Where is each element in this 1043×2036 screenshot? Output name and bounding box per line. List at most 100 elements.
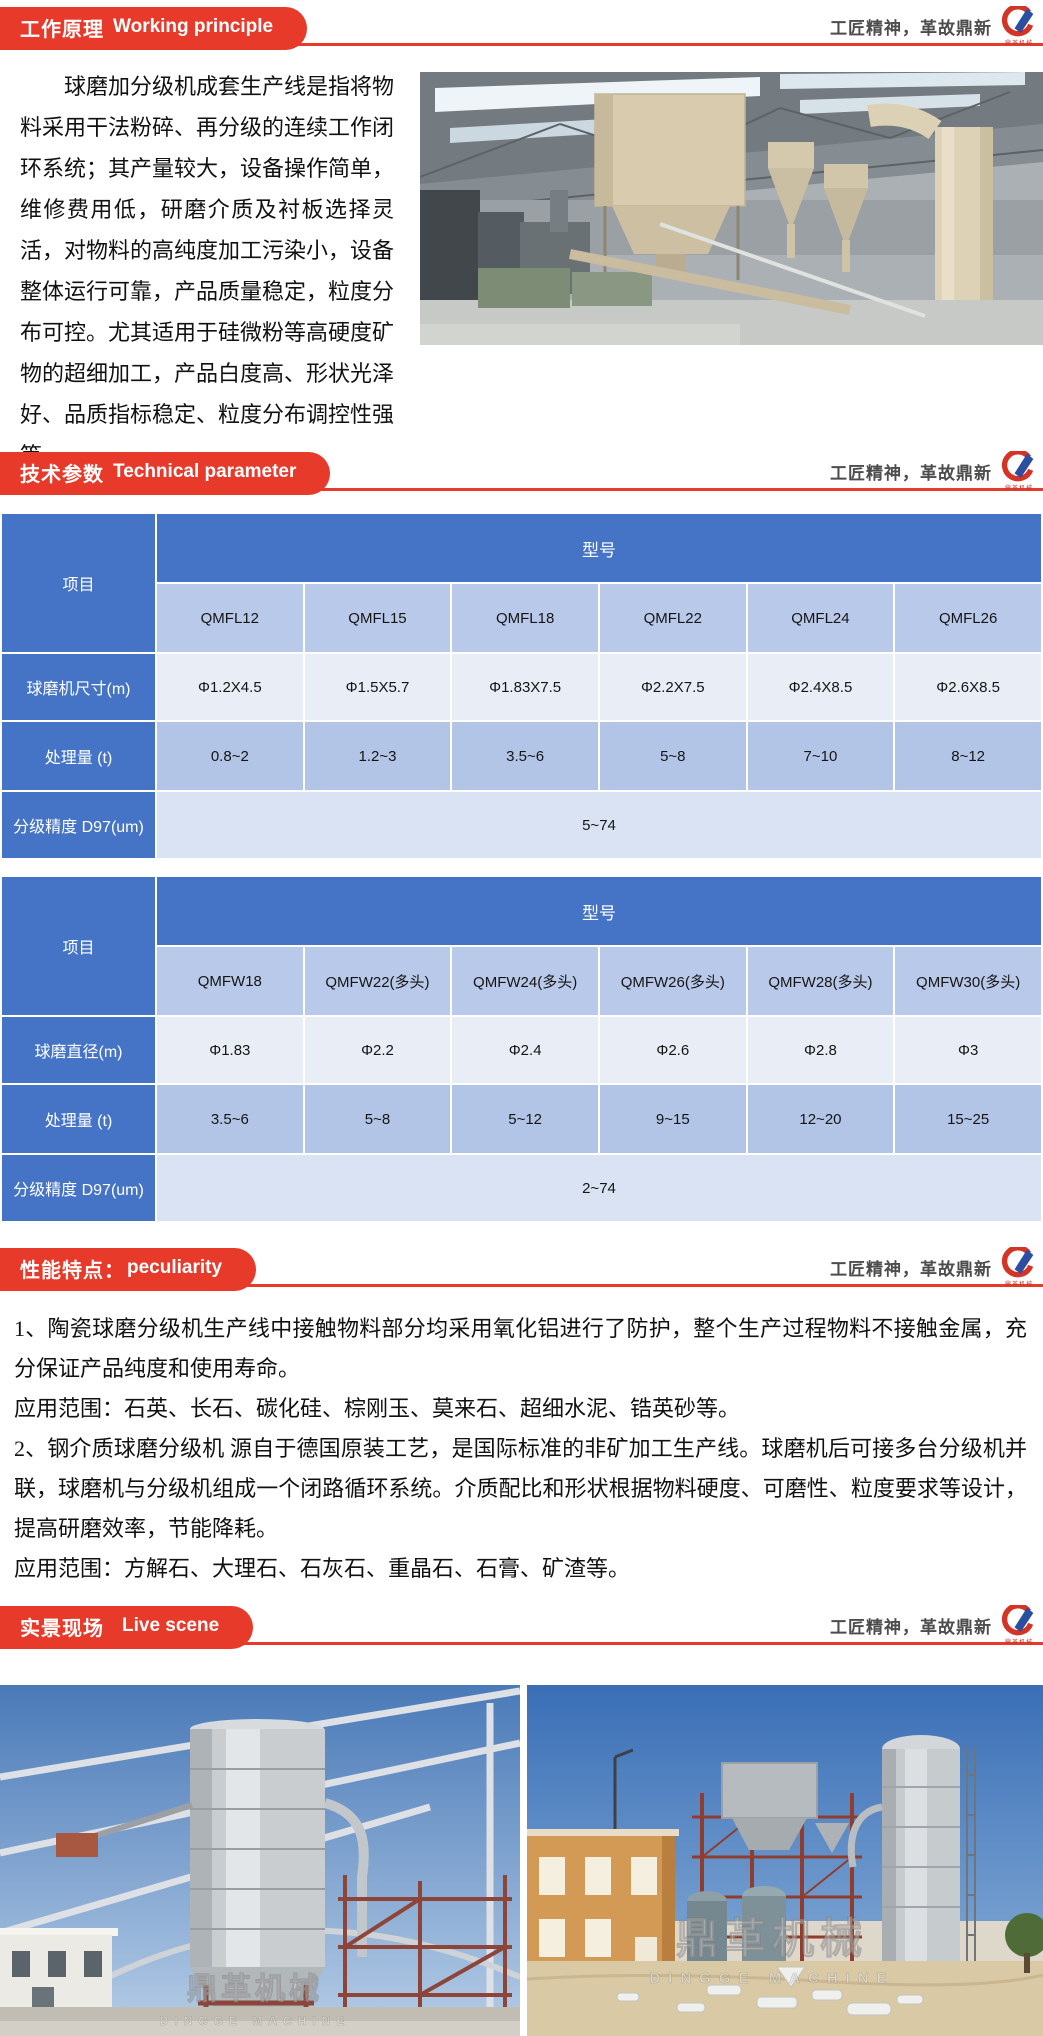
site-photo-plant: 鼎革机械 DINGGE MACHINE <box>527 1685 1043 2036</box>
table-cell: Φ2.6X8.5 <box>893 652 1043 722</box>
brand-slogan: 工匠精神，革故鼎新 <box>830 18 992 38</box>
header-underline <box>0 1284 1043 1287</box>
watermark-en: DINGGE MACHINE <box>160 2014 351 2028</box>
photo-watermark: 鼎革机械 DINGGE MACHINE <box>649 1915 894 1988</box>
table-cell: 1.2~3 <box>302 720 453 792</box>
model-name: QMFW26(多头) <box>597 945 748 1017</box>
table-cell: 7~10 <box>745 720 896 792</box>
section-title-en: peculiarity <box>127 1257 223 1278</box>
table-model-group-label: 型号 <box>155 875 1043 947</box>
working-principle-section: 球磨加分级机成套生产线是指将物料采用干法粉碎、再分级的连续工作闭环系统；其产量较… <box>0 50 1043 468</box>
table-row: 球磨机尺寸(m) Φ1.2X4.5 Φ1.5X5.7 Φ1.83X7.5 Φ2.… <box>0 652 1043 722</box>
table-row: 分级精度 D97(um) 2~74 <box>0 1153 1043 1223</box>
watermark-cn: 鼎革机械 <box>187 1973 323 2006</box>
company-logo-icon: 鼎革机械 <box>1001 450 1037 492</box>
table-cell: Φ1.83X7.5 <box>450 652 600 722</box>
table-cell: Φ2.8 <box>745 1015 896 1085</box>
logo-text: 鼎革机械 <box>1004 485 1033 492</box>
company-logo-icon: 鼎革机械 <box>1001 5 1037 47</box>
row-label: 分级精度 D97(um) <box>0 790 157 860</box>
section-title-cn: 技术参数 <box>20 463 104 486</box>
silo <box>190 1719 325 2015</box>
section-title-en: Technical parameter <box>113 461 297 482</box>
section-title-en: Working principle <box>113 16 274 37</box>
table-cell: Φ2.2X7.5 <box>597 652 748 722</box>
model-name-row: QMFW18 QMFW22(多头) QMFW24(多头) QMFW26(多头) … <box>1 945 1043 1017</box>
table-cell: 15~25 <box>893 1083 1043 1155</box>
model-name: QMFL12 <box>155 582 305 654</box>
brand-area: 工匠精神，革故鼎新 鼎革机械 <box>830 5 1037 47</box>
model-name: QMFW24(多头) <box>450 945 600 1017</box>
factory-interior-illustration <box>420 72 1043 345</box>
table-cell: Φ2.4X8.5 <box>745 652 896 722</box>
model-name: QMFL15 <box>302 582 453 654</box>
model-name: QMFW30(多头) <box>893 945 1043 1017</box>
section-title-banner: 性能特点： peculiarity <box>0 1248 257 1291</box>
brand-slogan: 工匠精神，革故鼎新 <box>830 463 992 483</box>
table-row: 分级精度 D97(um) 5~74 <box>0 790 1043 860</box>
section-title-cn: 实景现场 <box>20 1617 104 1640</box>
table-span-cell: 2~74 <box>155 1153 1043 1223</box>
row-label: 分级精度 D97(um) <box>0 1153 157 1223</box>
site-silo-illustration: 鼎革机械 DINGGE MACHINE <box>0 1685 520 2036</box>
watermark-en: DINGGE MACHINE <box>649 1970 894 1987</box>
header-underline <box>0 43 1043 46</box>
logo-emblem-icon <box>1001 5 1034 36</box>
table-cell: 5~8 <box>302 1083 453 1155</box>
feature-paragraph: 2、钢介质球磨分级机 源自于德国原装工艺，是国际标准的非矿加工生产线。球磨机后可… <box>14 1436 1027 1541</box>
section-header-peculiarity: 性能特点： peculiarity 工匠精神，革故鼎新 鼎革机械 <box>0 1241 1043 1291</box>
live-scene-photos: 鼎革机械 DINGGE MACHINE <box>0 1685 1043 2036</box>
model-name: QMFW18 <box>155 945 305 1017</box>
section-header-working-principle: 工作原理 Working principle 工匠精神，革故鼎新 鼎革机械 <box>0 0 1043 50</box>
feature-paragraph: 1、陶瓷球磨分级机生产线中接触物料部分均采用氧化铝进行了防护，整个生产过程物料不… <box>14 1316 1027 1381</box>
logo-emblem-icon <box>1001 1604 1034 1635</box>
logo-text: 鼎革机械 <box>1004 1281 1033 1288</box>
brand-area: 工匠精神，革故鼎新 鼎革机械 <box>830 1604 1037 1646</box>
logo-emblem-icon <box>1001 1246 1034 1277</box>
working-principle-paragraph: 球磨加分级机成套生产线是指将物料采用干法粉碎、再分级的连续工作闭环系统；其产量较… <box>20 74 395 468</box>
peculiarity-section: 1、陶瓷球磨分级机生产线中接触物料部分均采用氧化铝进行了防护，整个生产过程物料不… <box>0 1293 1043 1599</box>
section-title-banner: 工作原理 Working principle <box>0 7 308 50</box>
table-span-cell: 5~74 <box>155 790 1043 860</box>
feature-paragraph: 应用范围：方解石、大理石、石灰石、重晶石、石膏、矿渣等。 <box>14 1556 631 1581</box>
logo-emblem-icon <box>1001 450 1034 481</box>
table-cell: Φ1.5X5.7 <box>302 652 453 722</box>
model-name: QMFW22(多头) <box>302 945 453 1017</box>
section-title-banner: 实景现场 Live scene <box>0 1606 254 1649</box>
brand-area: 工匠精神，革故鼎新 鼎革机械 <box>830 1246 1037 1288</box>
gray-tanks <box>687 1886 786 1971</box>
table-cell: 5~8 <box>597 720 748 792</box>
row-label: 球磨直径(m) <box>0 1015 157 1085</box>
table-row: 处理量 (t) 3.5~6 5~8 5~12 9~15 12~20 15~25 <box>0 1083 1043 1155</box>
table-cell: 8~12 <box>893 720 1043 792</box>
technical-table-qmfw: 项目 型号 QMFW18 QMFW22(多头) QMFW24(多头) QMFW2… <box>0 875 1043 1223</box>
table-cell: Φ2.2 <box>302 1015 453 1085</box>
building <box>0 1928 118 2019</box>
section-title-cn: 工作原理 <box>20 18 104 41</box>
factory-interior-photo <box>420 72 1043 345</box>
table-cell: 0.8~2 <box>155 720 305 792</box>
table-cell: 9~15 <box>597 1083 748 1155</box>
watermark-cn: 鼎革机械 <box>676 1915 868 1962</box>
model-name: QMFL26 <box>893 582 1043 654</box>
model-name: QMFL22 <box>597 582 748 654</box>
logo-text: 鼎革机械 <box>1004 40 1033 47</box>
table-row: 处理量 (t) 0.8~2 1.2~3 3.5~6 5~8 7~10 8~12 <box>0 720 1043 792</box>
company-logo-icon: 鼎革机械 <box>1001 1604 1037 1646</box>
brand-area: 工匠精神，革故鼎新 鼎革机械 <box>830 450 1037 492</box>
model-name: QMFW28(多头) <box>745 945 896 1017</box>
section-title-cn: 性能特点： <box>20 1259 125 1282</box>
section-header-technical-parameter: 技术参数 Technical parameter 工匠精神，革故鼎新 鼎革机械 <box>0 445 1043 495</box>
site-photo-silo: 鼎革机械 DINGGE MACHINE <box>0 1685 520 2036</box>
technical-table-qmfl: 项目 型号 QMFL12 QMFL15 QMFL18 QMFL22 QMFL24… <box>0 512 1043 860</box>
header-underline <box>0 488 1043 491</box>
table-cell: Φ2.4 <box>450 1015 600 1085</box>
company-logo-icon: 鼎革机械 <box>1001 1246 1037 1288</box>
table-corner-label: 项目 <box>0 512 157 654</box>
photo-watermark: 鼎革机械 DINGGE MACHINE <box>159 1973 351 2029</box>
scattered-pipes <box>616 1966 924 2016</box>
header-underline <box>0 1642 1043 1645</box>
table-cell: 12~20 <box>745 1083 896 1155</box>
brand-slogan: 工匠精神，革故鼎新 <box>830 1617 992 1637</box>
